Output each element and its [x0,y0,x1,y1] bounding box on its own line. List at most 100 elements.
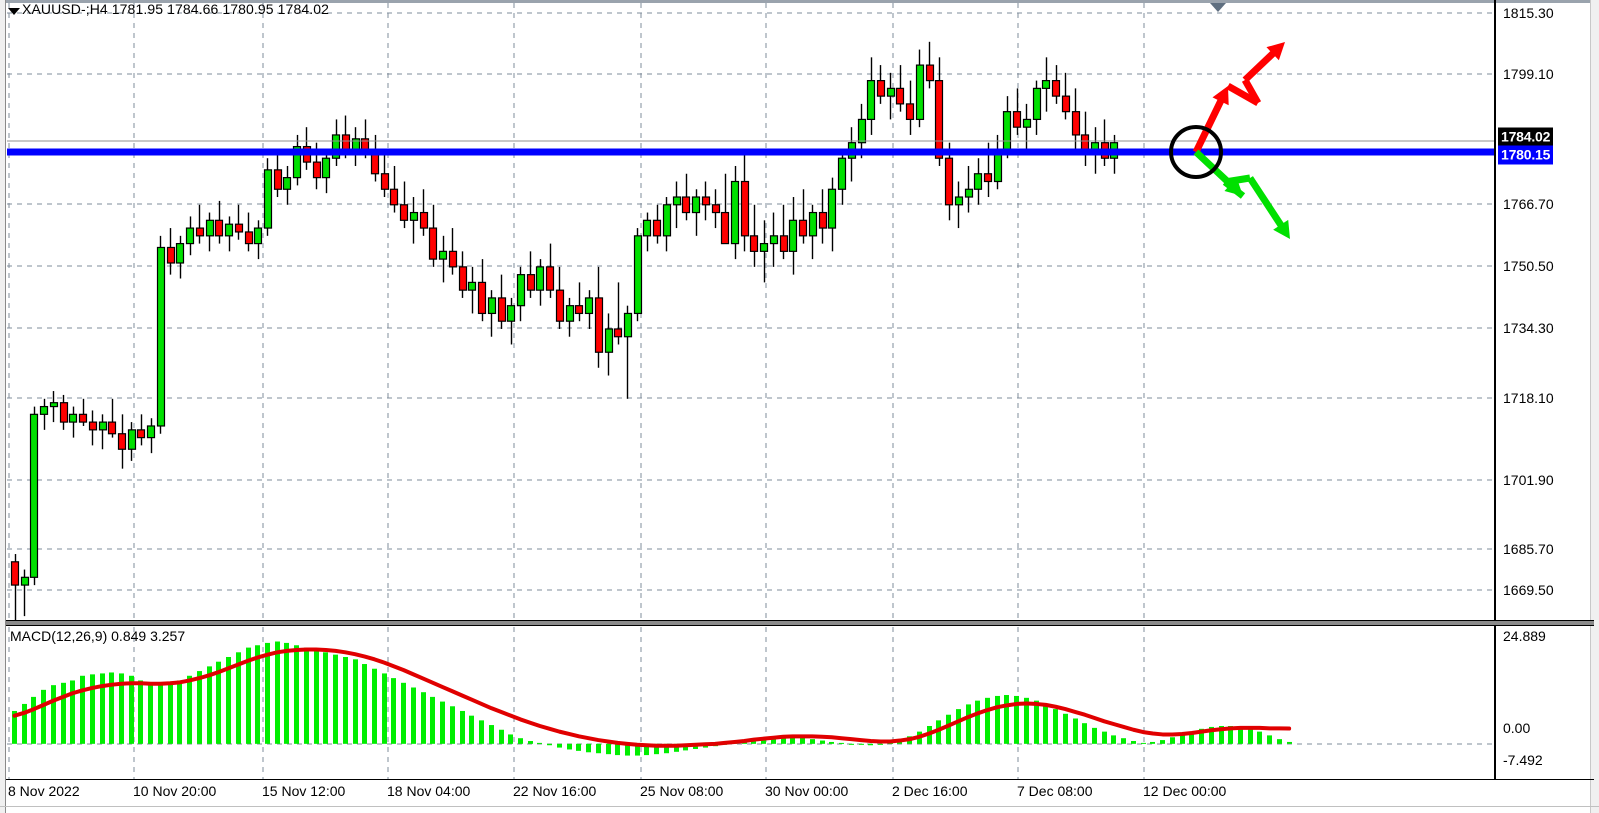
macd-bar [975,700,980,744]
macd-bar [353,659,358,744]
candle [925,64,935,82]
candle [662,204,672,237]
macd-bar [216,661,221,744]
macd-bar [1257,731,1262,744]
candle [458,266,468,291]
candle [205,219,215,237]
macd-bar [625,743,630,756]
candle [584,297,594,315]
candle [497,297,507,322]
macd-axis-tick-label: -7.492 [1503,752,1543,768]
price-axis-tick-label: 1815.30 [1503,5,1554,21]
candle [964,188,974,198]
candle [905,103,915,121]
candle [49,402,59,408]
macd-chart-canvas[interactable] [7,627,1494,779]
macd-bar [22,703,27,744]
candle [88,421,98,431]
candle [78,413,88,423]
candle [1051,80,1061,97]
candle [934,80,944,159]
macd-bar [635,743,640,756]
candle [487,297,497,315]
support-level-badge[interactable]: 1780.15 [1498,145,1554,165]
triangle-down-marker-icon[interactable] [1210,3,1226,12]
macd-axis-tick-label: 0.00 [1503,720,1531,736]
candle [915,64,925,121]
pane-divider[interactable] [6,620,1594,626]
price-axis-tick-label: 1718.10 [1503,390,1554,406]
macd-bar [1121,738,1126,744]
time-axis-tick-label: 25 Nov 08:00 [640,783,724,799]
macd-bar [936,720,941,744]
top-border-rule [6,0,1599,3]
candle [642,219,652,237]
candle [574,305,584,315]
macd-bar [1248,728,1253,744]
macd-bar [333,654,338,744]
macd-bar [868,743,873,746]
macd-bar [421,692,426,744]
macd-bar [606,743,611,755]
triangle-down-icon[interactable] [8,8,20,15]
macd-indicator-pane[interactable] [7,627,1494,779]
candle [604,328,614,353]
bottom-border-rule [0,806,1599,807]
candle [1071,111,1081,136]
macd-bar [382,673,387,744]
price-chart-canvas[interactable] [7,3,1494,620]
macd-bar [1170,737,1175,744]
macd-bar [90,674,95,744]
candle [711,204,721,214]
macd-bar [547,743,552,746]
macd-bar [401,682,406,744]
macd-bar [829,741,834,744]
macd-signal-line [12,647,1292,748]
candle [39,405,49,415]
symbol-ohlc-header: XAUUSD-;H4 1781.95 1784.66 1780.95 1784.… [22,1,329,17]
candle [292,145,302,179]
window-left-gutter [0,0,6,813]
candle [107,421,117,435]
candle [10,561,20,586]
macd-bar [246,647,251,744]
candle [983,173,993,183]
macd-bar [343,656,348,744]
macd-bar [557,743,562,748]
macd-bar [284,642,289,744]
candle [701,196,711,206]
macd-bar [615,743,620,756]
candle [827,188,837,229]
candle [399,204,409,221]
macd-bar [197,671,202,744]
candle [788,219,798,252]
macd-bar [1102,731,1107,744]
macd-bar [1267,735,1272,744]
candle [389,188,399,206]
macd-bar [1150,741,1155,744]
candle [866,80,876,121]
macd-bar [489,725,494,744]
candle [234,223,244,233]
macd-bar [31,696,36,744]
macd-bar [1238,726,1243,744]
window-right-gutter [1590,0,1599,813]
price-chart-pane[interactable] [7,3,1494,620]
macd-bar [80,675,85,744]
price-axis-tick-label: 1701.90 [1503,472,1554,488]
candle [477,281,487,315]
candle [565,305,575,322]
candle [59,402,69,423]
candle [273,169,283,190]
macd-indicator-label: MACD(12,26,9) 0.849 3.257 [10,628,186,644]
price-axis-tick-label: 1669.50 [1503,582,1554,598]
macd-bar [1209,726,1214,744]
candle [68,413,78,423]
candle [1032,87,1042,121]
macd-bar [314,649,319,744]
candle [195,227,205,237]
macd-bar [518,738,523,744]
candle [506,305,516,322]
candle [175,242,185,264]
macd-bar [41,689,46,744]
